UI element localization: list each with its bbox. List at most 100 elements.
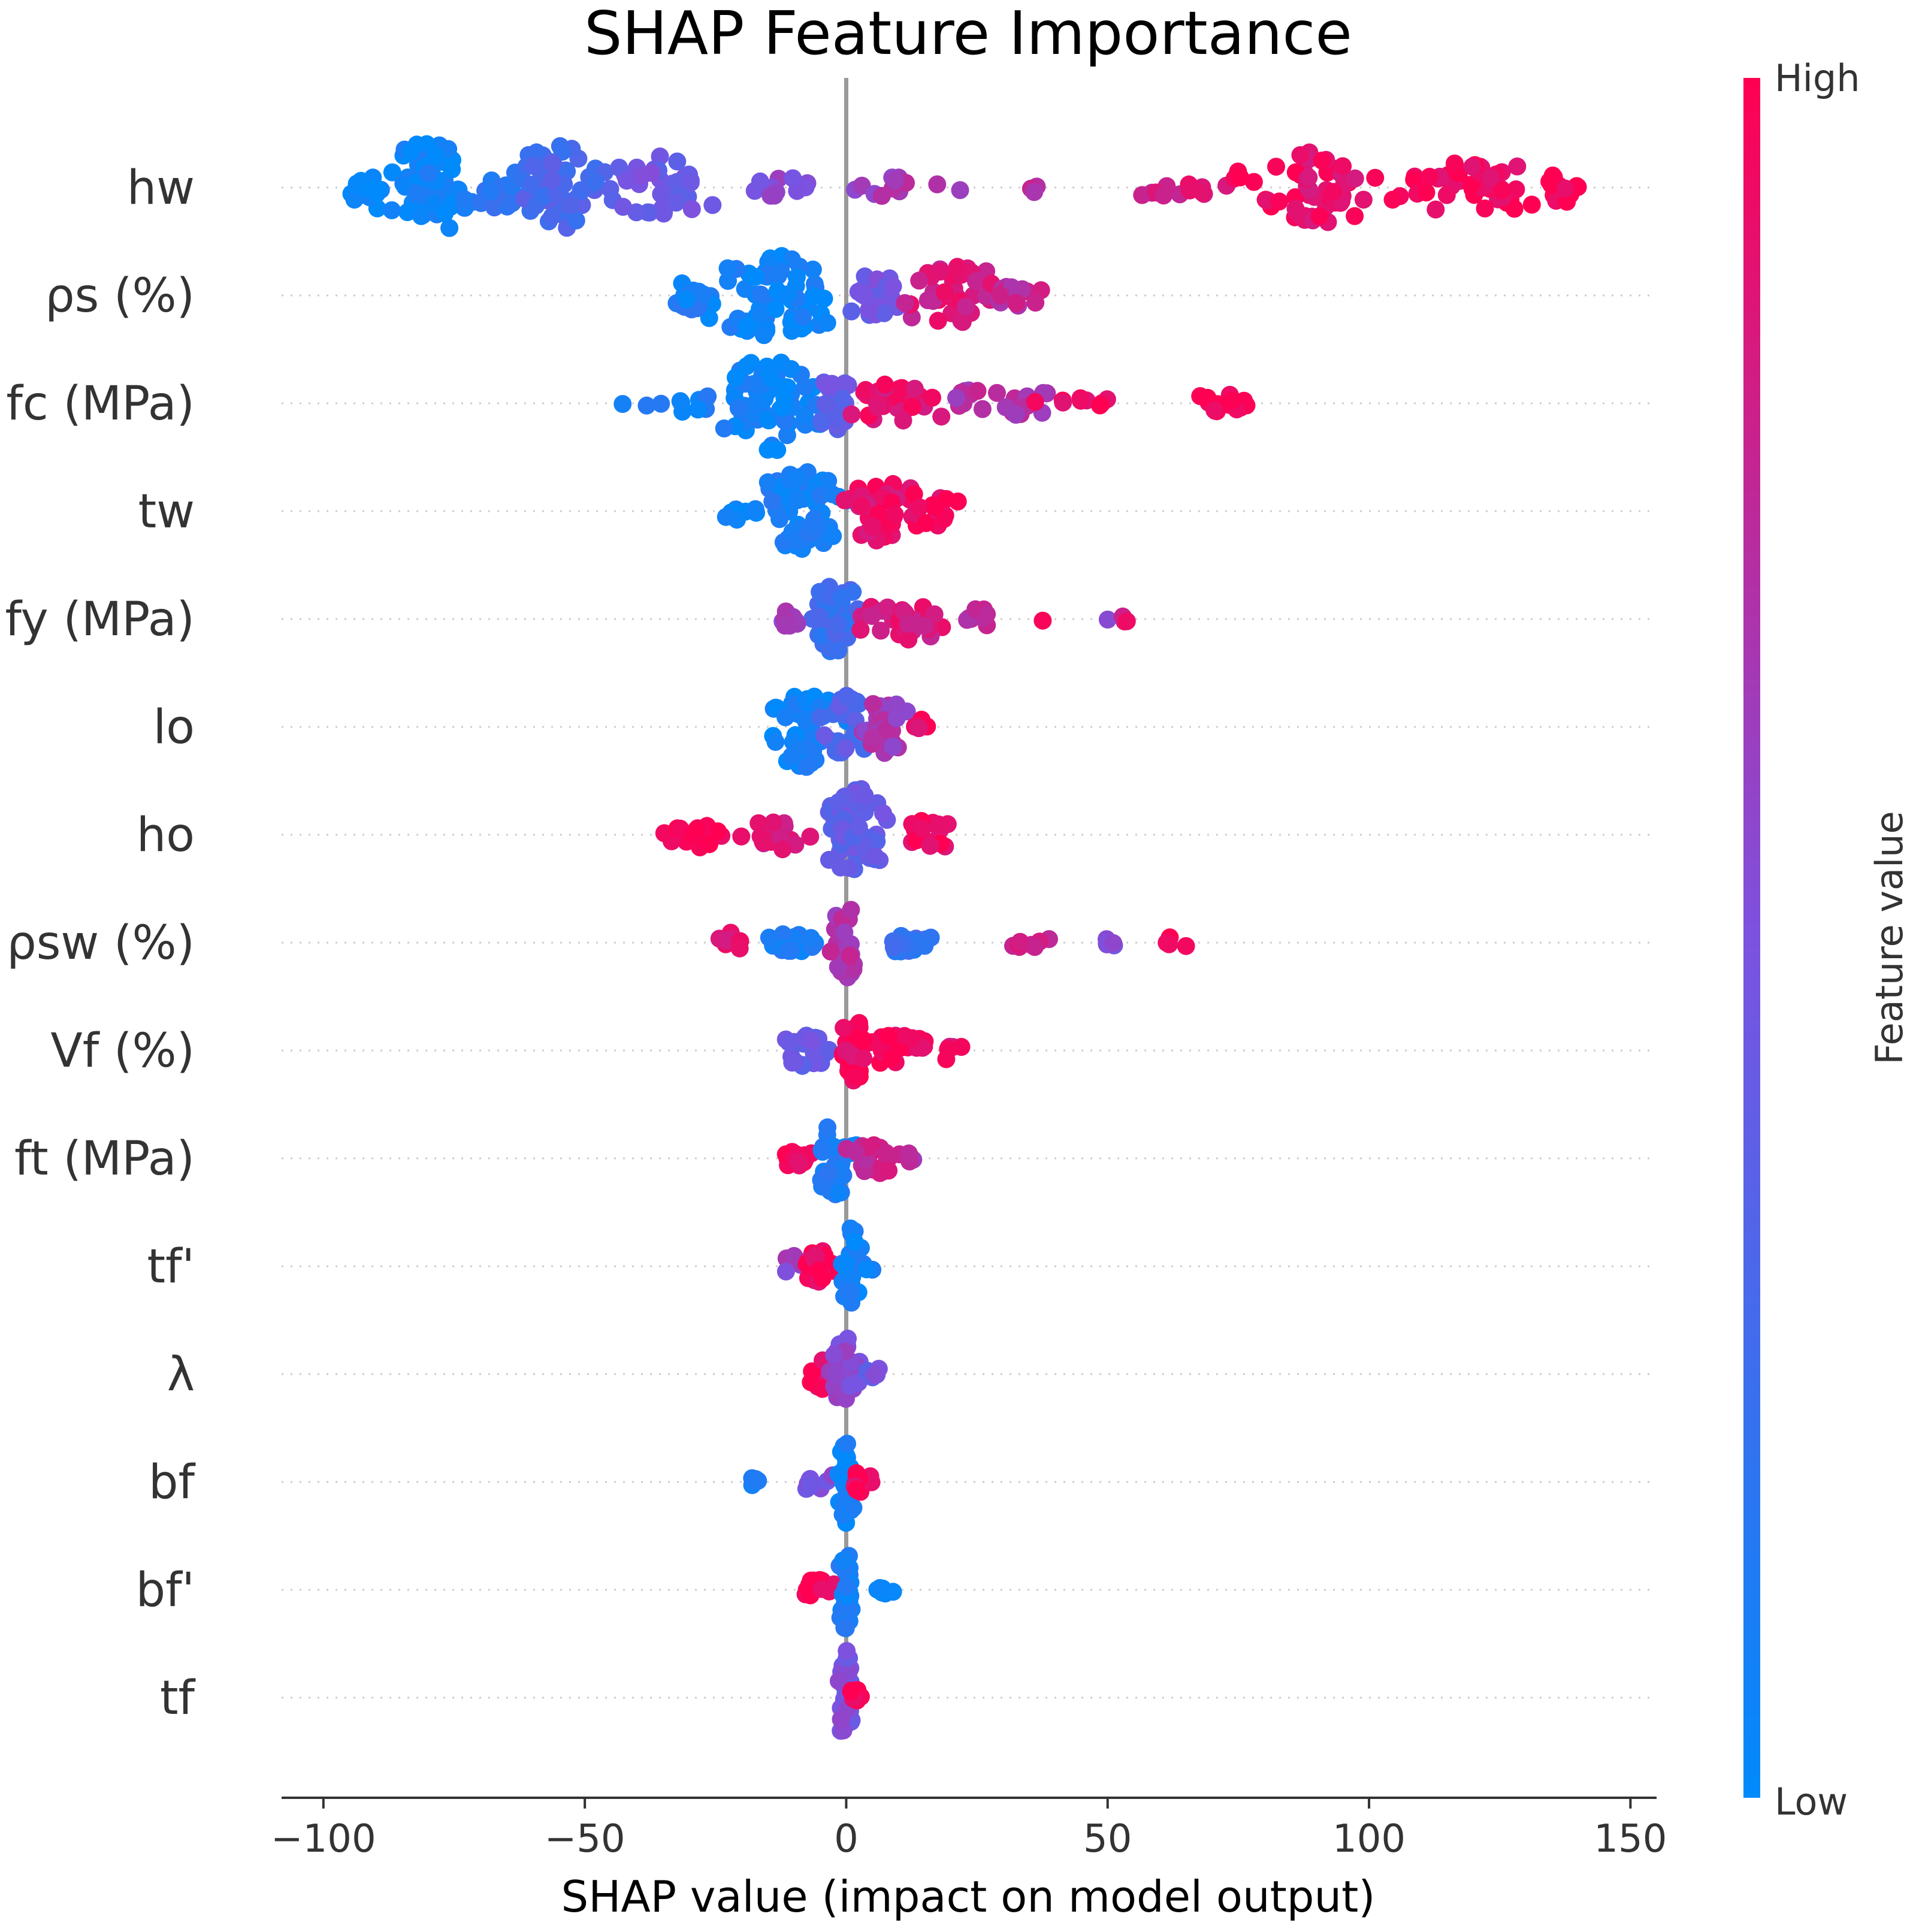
data-point <box>787 268 806 286</box>
data-point <box>796 406 814 424</box>
data-point <box>820 1041 838 1059</box>
data-point <box>766 300 785 318</box>
x-tick-label: 150 <box>1594 1817 1667 1861</box>
data-point <box>682 200 701 218</box>
data-point <box>875 375 894 394</box>
data-point <box>956 297 975 316</box>
colorbar-low-label: Low <box>1775 1780 1848 1824</box>
data-point <box>1346 169 1364 188</box>
data-point <box>766 733 785 751</box>
data-point <box>768 440 787 459</box>
data-point <box>772 399 791 417</box>
data-point <box>896 294 914 312</box>
data-point <box>1313 152 1331 170</box>
data-point <box>856 287 875 306</box>
data-point <box>839 376 857 394</box>
data-point <box>821 942 840 961</box>
feature-label: fc (MPa) <box>6 377 195 431</box>
data-point <box>1054 393 1072 412</box>
data-point <box>782 747 801 765</box>
data-point <box>825 1346 843 1365</box>
data-point <box>1310 207 1329 225</box>
data-point <box>794 307 812 326</box>
data-point <box>668 152 687 171</box>
data-point <box>694 285 713 304</box>
feature-label: hw <box>127 161 195 215</box>
data-point <box>947 389 965 407</box>
data-point <box>561 196 579 215</box>
data-point <box>1324 183 1343 201</box>
data-point <box>953 313 972 331</box>
data-point <box>841 1376 859 1395</box>
data-point <box>853 497 871 515</box>
data-point <box>1033 611 1052 630</box>
data-point <box>863 606 881 625</box>
data-point <box>759 253 778 271</box>
data-point <box>738 357 756 375</box>
data-point <box>773 925 792 944</box>
data-point <box>1244 173 1263 191</box>
data-point <box>1267 158 1285 176</box>
data-points <box>342 135 1587 1740</box>
data-point <box>776 378 795 396</box>
feature-label: ft (MPa) <box>14 1132 195 1186</box>
data-point <box>1482 168 1500 187</box>
chart-title: SHAP Feature Importance <box>584 0 1352 68</box>
data-point <box>860 301 878 319</box>
data-point <box>909 719 928 738</box>
data-point <box>868 832 886 851</box>
data-point <box>829 1672 848 1691</box>
data-point <box>884 938 903 956</box>
data-point <box>637 396 656 415</box>
data-point <box>819 1164 838 1182</box>
data-point <box>1427 200 1445 219</box>
data-point <box>614 198 632 216</box>
data-point <box>886 505 904 524</box>
data-point <box>1507 180 1525 198</box>
data-point <box>1177 937 1195 955</box>
data-point <box>1007 406 1025 424</box>
data-point <box>687 820 706 839</box>
data-point <box>978 605 996 623</box>
data-point <box>819 472 838 490</box>
data-point <box>1158 934 1176 952</box>
data-point <box>929 815 948 834</box>
data-point <box>776 1262 795 1281</box>
data-point <box>455 190 474 209</box>
data-point <box>426 146 445 165</box>
data-point <box>872 186 891 205</box>
data-point <box>567 211 585 230</box>
data-point <box>773 840 792 859</box>
data-point <box>655 203 673 221</box>
data-point <box>838 1435 856 1453</box>
data-point <box>829 615 847 634</box>
data-point <box>778 285 797 304</box>
data-point <box>872 621 890 640</box>
data-point <box>810 608 829 626</box>
data-point <box>878 598 897 617</box>
data-point <box>824 527 842 545</box>
data-point <box>1098 610 1117 629</box>
data-point <box>796 378 814 396</box>
data-point <box>838 1642 856 1661</box>
data-point <box>1540 172 1559 191</box>
data-point <box>847 1480 866 1499</box>
data-point <box>842 1683 860 1701</box>
data-point <box>732 827 751 846</box>
data-point <box>877 720 895 739</box>
data-point <box>776 617 794 635</box>
data-point <box>1090 396 1109 415</box>
data-point <box>801 1477 820 1495</box>
data-point <box>932 262 950 281</box>
data-point <box>1334 157 1352 176</box>
data-point <box>1291 146 1310 164</box>
data-point <box>688 400 707 419</box>
data-point <box>917 514 935 532</box>
data-point <box>407 184 425 203</box>
data-point <box>913 819 932 838</box>
data-point <box>747 268 765 286</box>
data-point <box>436 204 454 223</box>
feature-labels: hw ρs (%) fc (MPa) tw fy (MPa) lo ho ρsw (%) Vf … <box>5 161 195 1725</box>
data-point <box>854 1049 873 1068</box>
